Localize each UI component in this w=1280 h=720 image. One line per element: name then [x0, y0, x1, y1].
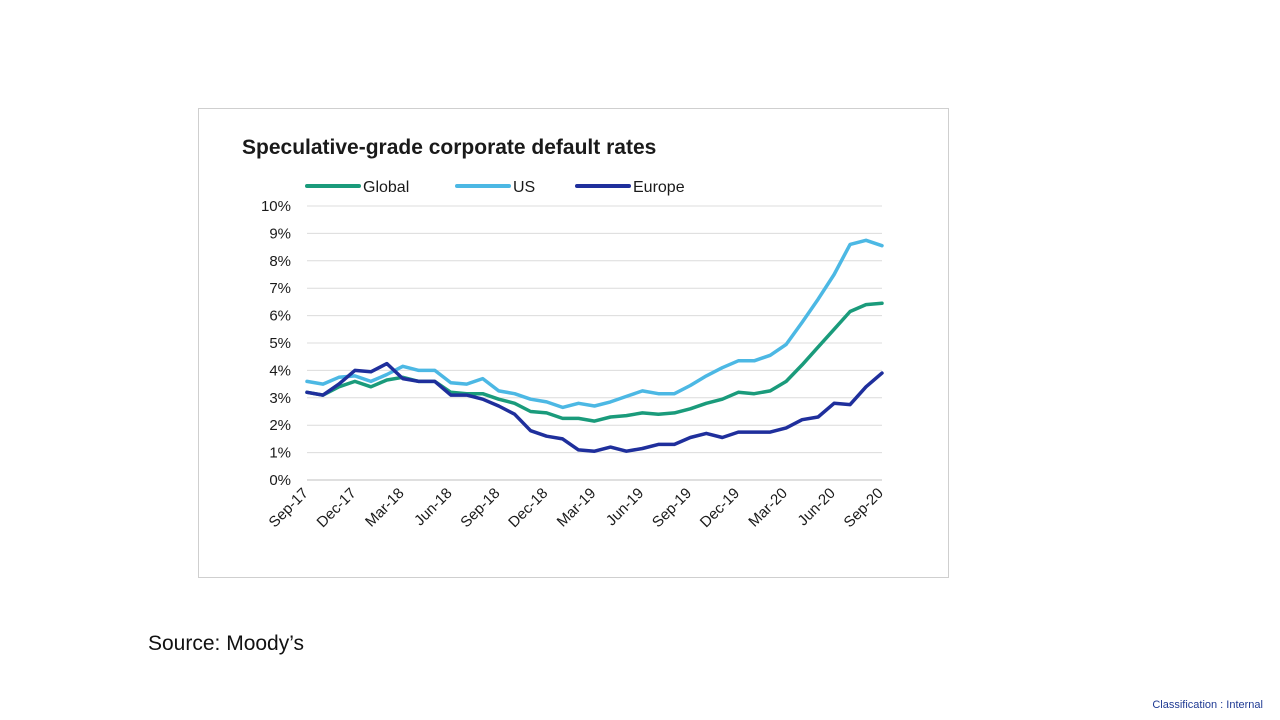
- series-lines: [305, 238, 884, 453]
- x-tick-label: Sep-19: [649, 485, 695, 531]
- x-tick-label: Sep-20: [841, 485, 887, 531]
- y-tick-label: 1%: [269, 445, 291, 462]
- x-tick-label: Dec-17: [314, 485, 360, 531]
- y-tick-label: 0%: [269, 472, 291, 489]
- y-tick-label: 4%: [269, 362, 291, 379]
- legend-label-europe: Europe: [633, 179, 685, 196]
- source-note: Source: Moody’s: [148, 632, 305, 655]
- chart-frame: Speculative-grade corporate default rate…: [198, 108, 949, 578]
- x-tick-label: Mar-19: [554, 485, 600, 531]
- y-tick-label: 9%: [269, 225, 291, 242]
- y-tick-label: 5%: [269, 335, 291, 352]
- x-tick-label: Sep-18: [457, 485, 503, 531]
- x-tick-label: Jun-20: [794, 485, 838, 529]
- y-tick-label: 6%: [269, 308, 291, 325]
- x-axis-ticks: Sep-17 Dec-17 Mar-18 Jun-18 Sep-18 Dec-18 Mar-…: [266, 485, 887, 531]
- x-tick-label: Mar-20: [745, 485, 791, 531]
- y-tick-label: 10%: [261, 198, 291, 215]
- y-tick-label: 3%: [269, 390, 291, 407]
- x-tick-label: Dec-19: [697, 485, 743, 531]
- y-axis-ticks: 0% 1% 2% 3% 4% 5% 6% 7% 8% 9% 10%: [261, 198, 291, 489]
- legend-label-us: US: [513, 179, 535, 196]
- gridlines: [307, 205, 882, 481]
- x-tick-label: Jun-18: [411, 485, 455, 529]
- x-tick-label: Jun-19: [603, 485, 647, 529]
- series-line-europe: [305, 361, 884, 453]
- y-tick-label: 2%: [269, 417, 291, 434]
- x-tick-label: Sep-17: [266, 485, 312, 531]
- y-tick-label: 8%: [269, 253, 291, 270]
- series-line-us: [305, 238, 884, 410]
- line-chart: Speculative-grade corporate default rate…: [242, 136, 887, 531]
- x-tick-label: Dec-18: [505, 485, 551, 531]
- y-tick-label: 7%: [269, 280, 291, 297]
- chart-title: Speculative-grade corporate default rate…: [242, 136, 656, 159]
- classification-label: Classification : Internal: [1152, 699, 1263, 711]
- x-tick-label: Mar-18: [362, 485, 408, 531]
- legend: Global US Europe: [305, 179, 685, 196]
- legend-label-global: Global: [363, 179, 409, 196]
- series-line-global: [305, 301, 884, 423]
